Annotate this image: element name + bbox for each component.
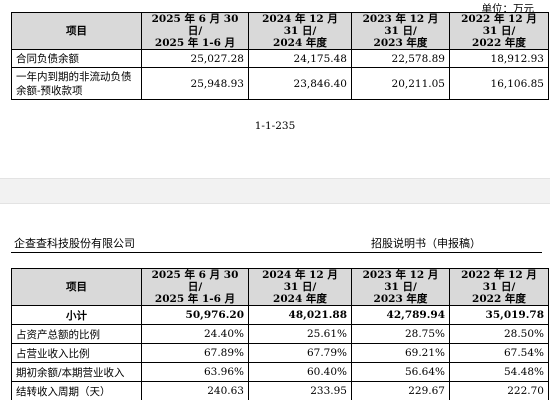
table-row: 结转收入周期（天） 240.63 233.95 229.67 222.70 (11, 381, 549, 400)
liability-ratio-table: 项目 2025 年 6 月 30 日/2025 年 1-6 月 2024 年 1… (11, 268, 549, 400)
cell-value: 69.21% (351, 343, 450, 363)
cell-value: 54.48% (449, 362, 549, 382)
cell-value: 25,027.28 (141, 49, 249, 68)
column-header: 2023 年 12 月 31 日/2023 年度 (351, 268, 450, 306)
column-header: 项目 (11, 268, 142, 306)
header-line: 2025 年 6 月 30 日/2025 年 1-6 月 (151, 13, 239, 49)
header-line: 2023 年 12 月 31 日/2023 年度 (362, 269, 439, 305)
page-break (0, 178, 550, 204)
cell-value: 48,021.88 (248, 305, 352, 325)
cell-value: 25,948.93 (141, 67, 249, 100)
cell-value: 23,846.40 (248, 67, 352, 100)
table-row: 占营业收入比例 67.89% 67.79% 69.21% 67.54% (11, 343, 549, 363)
row-label: 结转收入周期（天） (11, 381, 142, 400)
column-header: 2024 年 12 月 31 日/2024 年度 (248, 12, 352, 50)
row-label: 占营业收入比例 (11, 343, 142, 363)
cell-value: 67.79% (248, 343, 352, 363)
header-divider (11, 252, 542, 253)
table-header-row: 项目 2025 年 6 月 30 日/2025 年 1-6 月 2024 年 1… (11, 268, 549, 306)
cell-value: 35,019.78 (449, 305, 549, 325)
header-line: 2024 年 12 月 31 日/2024 年度 (262, 13, 338, 49)
cell-value: 18,912.93 (449, 49, 549, 68)
row-label: 一年内到期的非流动负债余额-预收款项 (11, 67, 142, 100)
column-header: 2023 年 12 月 31 日/2023 年度 (351, 12, 450, 50)
table-row: 期初余额/本期营业收入 63.96% 60.40% 56.64% 54.48% (11, 362, 549, 382)
cell-value: 222.70 (449, 381, 549, 400)
column-header: 2025 年 6 月 30 日/2025 年 1-6 月 (141, 268, 249, 306)
column-header: 项目 (11, 12, 142, 50)
cell-value: 67.54% (449, 343, 549, 363)
document-type: 招股说明书（申报稿） (371, 237, 481, 250)
column-header: 2022 年 12 月 31 日/2022 年度 (449, 268, 549, 306)
cell-value: 28.50% (449, 324, 549, 344)
cell-value: 67.89% (141, 343, 249, 363)
cell-value: 50,976.20 (141, 305, 249, 325)
cell-value: 229.67 (351, 381, 450, 400)
column-header: 2025 年 6 月 30 日/2025 年 1-6 月 (141, 12, 249, 50)
row-label: 期初余额/本期营业收入 (11, 362, 142, 382)
column-header: 2022 年 12 月 31 日/2022 年度 (449, 12, 549, 50)
row-label: 小计 (11, 305, 142, 325)
table-header-row: 项目 2025 年 6 月 30 日/2025 年 1-6 月 2024 年 1… (11, 12, 549, 50)
cell-value: 60.40% (248, 362, 352, 382)
cell-value: 42,789.94 (351, 305, 450, 325)
table-row: 一年内到期的非流动负债余额-预收款项 25,948.93 23,846.40 2… (11, 67, 549, 100)
cell-value: 24,175.48 (248, 49, 352, 68)
header-line: 2022 年 12 月 31 日/2022 年度 (461, 13, 537, 49)
cell-value: 56.64% (351, 362, 450, 382)
header-line: 2022 年 12 月 31 日/2022 年度 (461, 269, 537, 305)
cell-value: 63.96% (141, 362, 249, 382)
company-name: 企查查科技股份有限公司 (14, 237, 135, 250)
row-label: 合同负债余额 (11, 49, 142, 68)
cell-value: 22,578.89 (351, 49, 450, 68)
column-header: 2024 年 12 月 31 日/2024 年度 (248, 268, 352, 306)
table-row: 占资产总额的比例 24.40% 25.61% 28.75% 28.50% (11, 324, 549, 344)
cell-value: 25.61% (248, 324, 352, 344)
header-line: 2025 年 6 月 30 日/2025 年 1-6 月 (151, 269, 239, 305)
header-line: 2023 年 12 月 31 日/2023 年度 (362, 13, 439, 49)
header-line: 2024 年 12 月 31 日/2024 年度 (262, 269, 338, 305)
cell-value: 233.95 (248, 381, 352, 400)
table-row: 小计 50,976.20 48,021.88 42,789.94 35,019.… (11, 305, 549, 325)
page-number: 1-1-235 (254, 120, 296, 132)
row-label: 占资产总额的比例 (11, 324, 142, 344)
table-row: 合同负债余额 25,027.28 24,175.48 22,578.89 18,… (11, 49, 549, 68)
cell-value: 24.40% (141, 324, 249, 344)
cell-value: 20,211.05 (351, 67, 450, 100)
cell-value: 240.63 (141, 381, 249, 400)
cell-value: 16,106.85 (449, 67, 549, 100)
contract-liability-table: 项目 2025 年 6 月 30 日/2025 年 1-6 月 2024 年 1… (11, 12, 549, 100)
cell-value: 28.75% (351, 324, 450, 344)
